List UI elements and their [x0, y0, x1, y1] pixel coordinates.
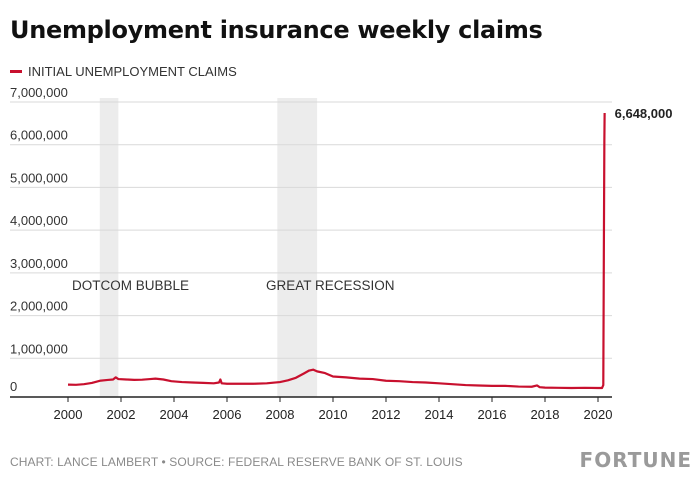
y-tick-label: 6,000,000 [10, 128, 68, 143]
series-line-initial-claims [67, 113, 606, 390]
x-tick-label: 2008 [266, 407, 295, 422]
legend-swatch [10, 70, 22, 73]
series-lines [67, 113, 606, 390]
shaded-region-labels: DOTCOM BUBBLE GREAT RECESSION [72, 278, 395, 293]
fortune-logo: FORTUNE [579, 448, 692, 472]
x-tick-label: 2000 [54, 407, 83, 422]
x-axis: 2000 2002 2004 2006 2008 2010 2012 2014 2016 2018… [10, 396, 613, 422]
source-credit: CHART: LANCE LAMBERT • SOURCE: FEDERAL R… [10, 455, 463, 469]
legend: INITIAL UNEMPLOYMENT CLAIMS [10, 64, 237, 79]
shaded-regions [99, 98, 318, 397]
x-tick-label: 2020 [584, 407, 613, 422]
shaded-region [277, 98, 318, 397]
x-tick-label: 2010 [319, 407, 348, 422]
x-tick-label: 2004 [160, 407, 189, 422]
peak-value-label: 6,648,000 [615, 106, 673, 121]
x-tick-label: 2012 [372, 407, 401, 422]
x-tick-label: 2014 [425, 407, 454, 422]
x-tick-label: 2006 [213, 407, 242, 422]
y-axis-tick-labels: 0 1,000,000 2,000,000 3,000,000 4,000,000 5,0… [10, 85, 68, 394]
shaded-region-label: DOTCOM BUBBLE [72, 278, 189, 293]
legend-label: INITIAL UNEMPLOYMENT CLAIMS [28, 64, 237, 79]
y-tick-label: 1,000,000 [10, 341, 68, 356]
x-tick-label: 2018 [531, 407, 560, 422]
y-tick-label: 2,000,000 [10, 299, 68, 314]
chart-title: Unemployment insurance weekly claims [10, 16, 543, 44]
y-tick-label: 4,000,000 [10, 213, 68, 228]
y-tick-label: 0 [10, 379, 17, 394]
y-tick-label: 3,000,000 [10, 256, 68, 271]
grid-lines [10, 101, 612, 359]
shaded-region [99, 98, 119, 397]
y-tick-label: 5,000,000 [10, 170, 68, 185]
annotations: 6,648,000 [615, 106, 673, 121]
y-tick-label: 7,000,000 [10, 85, 68, 100]
shaded-region-label: GREAT RECESSION [266, 278, 395, 293]
x-tick-label: 2002 [107, 407, 136, 422]
x-tick-label: 2016 [478, 407, 507, 422]
